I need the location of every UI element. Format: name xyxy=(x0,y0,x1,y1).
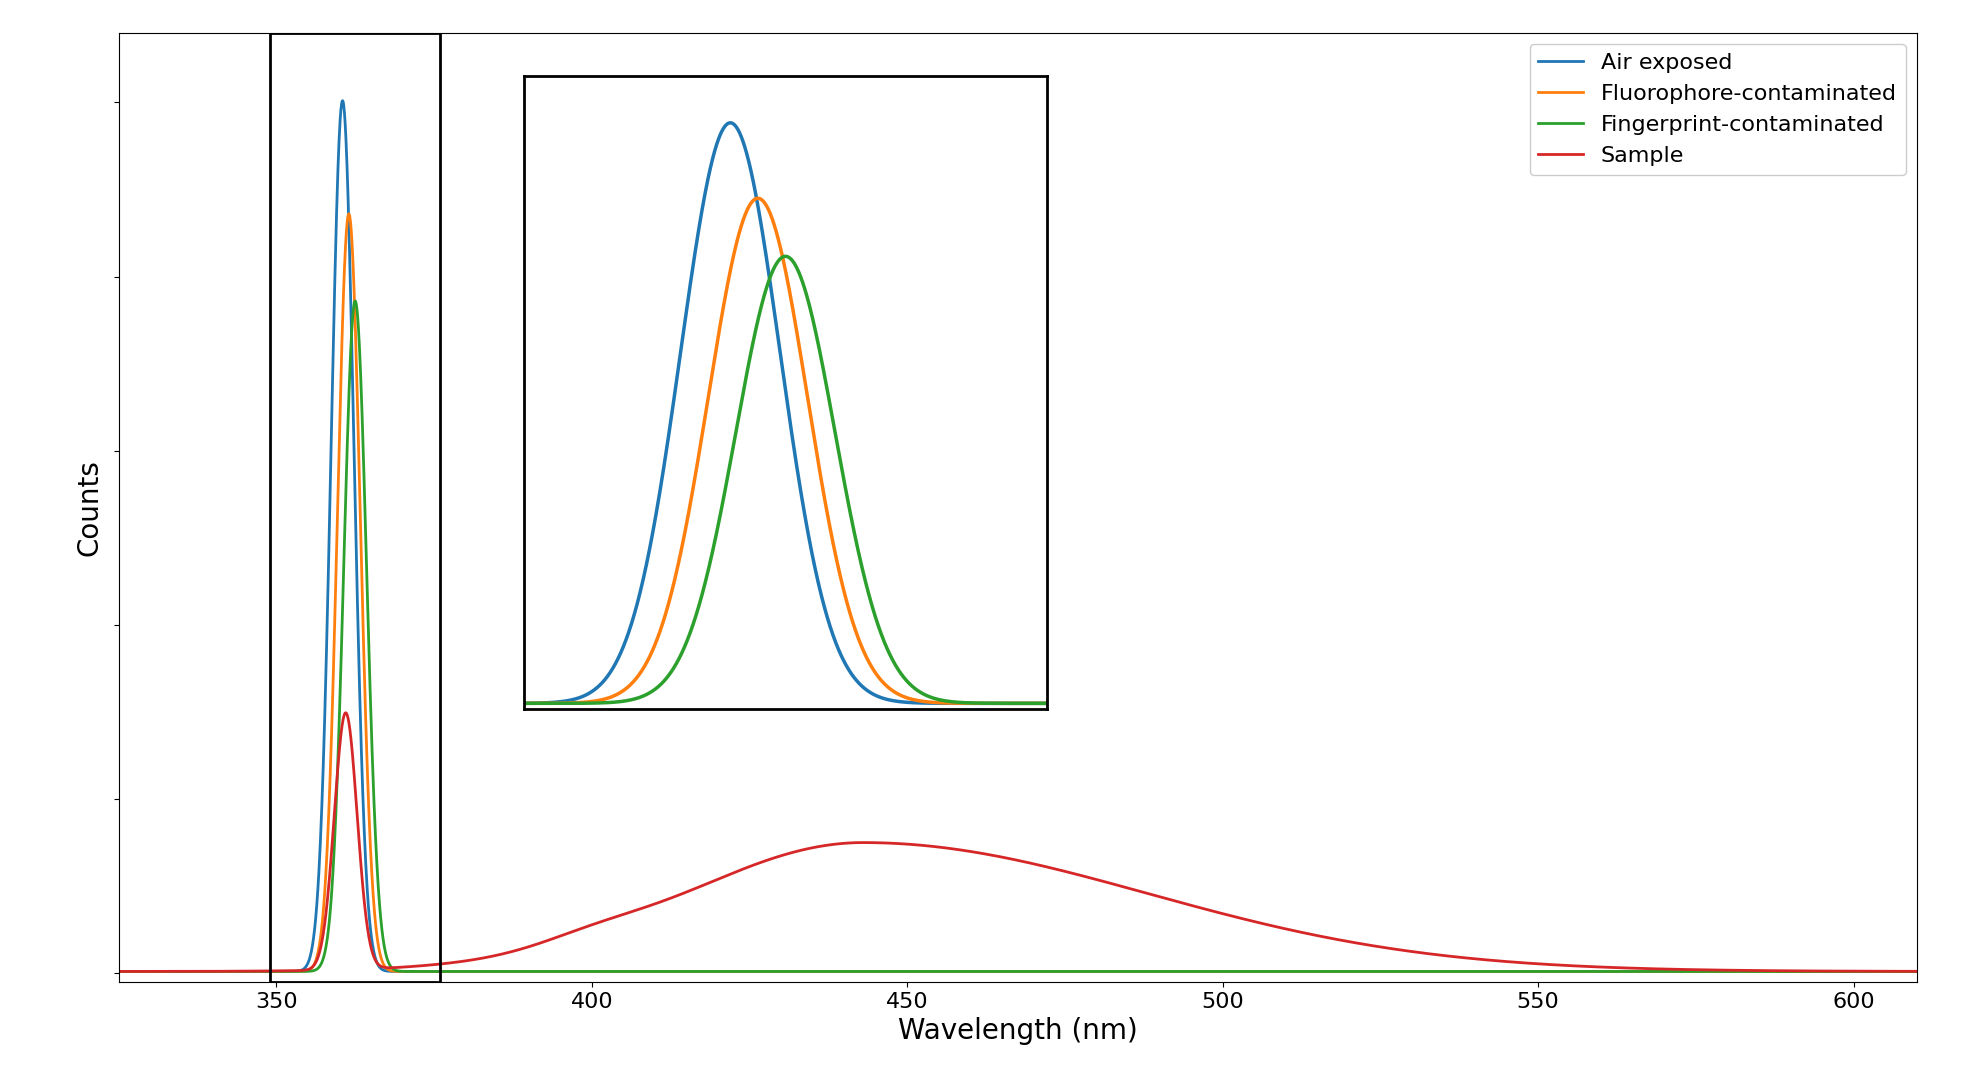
Fingerprint-contaminated xyxy=(1448,964,1472,978)
Air exposed xyxy=(107,964,130,978)
Fluorophore-contaminated xyxy=(1276,964,1300,978)
Fingerprint-contaminated xyxy=(1276,964,1300,978)
Legend: Air exposed, Fluorophore-contaminated, Fingerprint-contaminated, Sample: Air exposed, Fluorophore-contaminated, F… xyxy=(1529,44,1905,175)
Line: Air exposed: Air exposed xyxy=(119,100,1917,971)
Fingerprint-contaminated xyxy=(794,964,818,978)
Sample xyxy=(1585,960,1608,973)
Air exposed xyxy=(1186,964,1209,978)
Bar xyxy=(271,33,441,982)
Fluorophore-contaminated xyxy=(1905,964,1929,978)
Sample xyxy=(1905,964,1929,978)
Air exposed xyxy=(1905,964,1929,978)
Fluorophore-contaminated xyxy=(1448,964,1472,978)
Sample xyxy=(1448,951,1472,964)
Air exposed xyxy=(433,964,456,978)
Fingerprint-contaminated xyxy=(344,295,368,308)
Sample xyxy=(1186,900,1209,913)
Fingerprint-contaminated xyxy=(1186,964,1209,978)
Air exposed xyxy=(330,94,354,107)
Sample xyxy=(1276,923,1300,936)
Fingerprint-contaminated xyxy=(1585,964,1608,978)
Sample xyxy=(334,706,358,719)
Air exposed xyxy=(1276,964,1300,978)
Sample xyxy=(107,964,130,978)
Air exposed xyxy=(1448,964,1472,978)
Line: Fingerprint-contaminated: Fingerprint-contaminated xyxy=(119,301,1917,971)
Fingerprint-contaminated xyxy=(433,964,456,978)
Fluorophore-contaminated xyxy=(433,964,456,978)
Fluorophore-contaminated xyxy=(107,964,130,978)
Line: Fluorophore-contaminated: Fluorophore-contaminated xyxy=(119,214,1917,971)
Fingerprint-contaminated xyxy=(1905,964,1929,978)
Air exposed xyxy=(794,964,818,978)
X-axis label: Wavelength (nm): Wavelength (nm) xyxy=(897,1017,1138,1045)
Line: Sample: Sample xyxy=(119,712,1917,971)
Y-axis label: Counts: Counts xyxy=(75,459,103,555)
Fluorophore-contaminated xyxy=(338,207,362,220)
Air exposed xyxy=(1585,964,1608,978)
Fluorophore-contaminated xyxy=(1585,964,1608,978)
Fluorophore-contaminated xyxy=(1186,964,1209,978)
Sample xyxy=(794,842,818,855)
Fingerprint-contaminated xyxy=(107,964,130,978)
Fluorophore-contaminated xyxy=(794,964,818,978)
Sample xyxy=(433,957,456,970)
